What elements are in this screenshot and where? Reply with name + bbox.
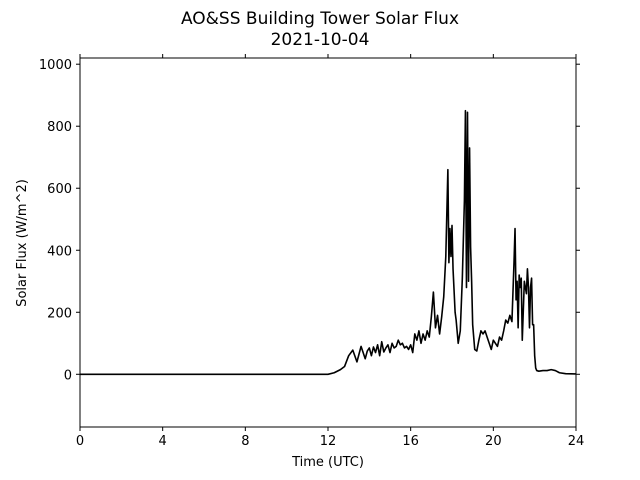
series-line (80, 109, 577, 376)
x-tick-label: 12 (320, 434, 337, 449)
x-tick-label: 16 (402, 434, 419, 449)
chart-title: AO&SS Building Tower Solar Flux (181, 9, 459, 29)
x-tick-label: 8 (241, 434, 249, 449)
y-tick-label: 0 (64, 368, 72, 383)
plot-frame (79, 57, 577, 428)
y-tick-label: 800 (47, 120, 72, 135)
x-axis-label: Time (UTC) (291, 455, 364, 470)
x-tick-label: 24 (568, 434, 585, 449)
x-axis-ticks: 0 4 8 12 16 20 24 (76, 54, 584, 449)
y-tick-label: 200 (47, 306, 72, 321)
x-tick-label: 0 (76, 434, 84, 449)
x-tick-label: 20 (485, 434, 502, 449)
y-tick-label: 600 (47, 182, 72, 197)
y-axis-ticks: 0 200 400 600 800 1000 (39, 58, 580, 383)
y-axis-label: Solar Flux (W/m^2) (15, 179, 30, 307)
chart-subtitle: 2021-10-04 (271, 30, 370, 50)
x-tick-label: 4 (159, 434, 167, 449)
plot-area (79, 57, 577, 428)
series-layer (80, 109, 577, 376)
y-tick-label: 1000 (39, 58, 72, 73)
y-tick-label: 400 (47, 244, 72, 259)
